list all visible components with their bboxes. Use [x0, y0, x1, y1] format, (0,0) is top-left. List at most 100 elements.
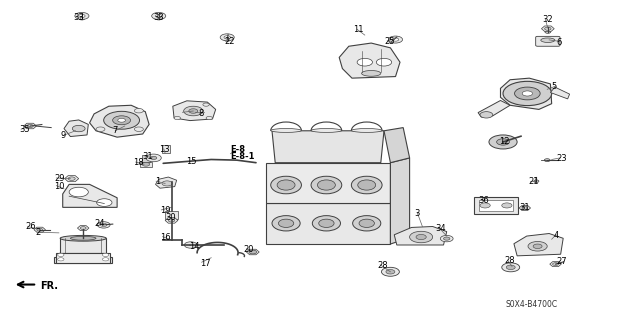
Circle shape: [150, 156, 157, 160]
Circle shape: [102, 258, 109, 261]
Polygon shape: [90, 105, 149, 137]
Polygon shape: [34, 227, 45, 232]
Bar: [162, 145, 170, 153]
Ellipse shape: [311, 129, 342, 132]
Text: 19: 19: [160, 206, 170, 215]
FancyBboxPatch shape: [536, 36, 560, 46]
Text: 28: 28: [378, 261, 388, 270]
Circle shape: [134, 108, 143, 113]
Text: 13: 13: [159, 145, 170, 154]
Circle shape: [56, 260, 61, 263]
Text: 10: 10: [54, 182, 65, 191]
Ellipse shape: [359, 219, 374, 227]
Text: 23: 23: [557, 154, 568, 163]
Circle shape: [28, 124, 34, 128]
Circle shape: [156, 17, 161, 20]
Bar: [479, 200, 513, 211]
Ellipse shape: [319, 219, 334, 227]
Circle shape: [162, 181, 172, 186]
Text: E-8: E-8: [230, 145, 245, 154]
Text: 27: 27: [557, 257, 568, 266]
Circle shape: [381, 267, 399, 276]
Circle shape: [113, 116, 131, 125]
Circle shape: [27, 124, 33, 128]
Text: 11: 11: [353, 25, 364, 34]
Text: 22: 22: [224, 37, 234, 46]
Circle shape: [410, 231, 433, 243]
Ellipse shape: [277, 180, 295, 190]
Circle shape: [97, 222, 110, 228]
Polygon shape: [60, 238, 106, 253]
Ellipse shape: [311, 176, 342, 194]
Text: 9: 9: [61, 131, 66, 140]
Circle shape: [102, 253, 109, 256]
Circle shape: [480, 112, 493, 118]
Circle shape: [189, 109, 198, 113]
Text: 4: 4: [554, 231, 559, 240]
Text: 20: 20: [243, 245, 253, 254]
Text: 25: 25: [384, 37, 394, 46]
Polygon shape: [500, 78, 552, 109]
Circle shape: [142, 162, 150, 166]
Polygon shape: [474, 197, 518, 214]
Circle shape: [545, 31, 550, 33]
Polygon shape: [541, 26, 554, 32]
Circle shape: [522, 91, 532, 96]
Bar: [142, 155, 150, 162]
Circle shape: [146, 154, 161, 162]
Ellipse shape: [351, 129, 382, 132]
Polygon shape: [272, 131, 384, 163]
Circle shape: [36, 228, 42, 231]
Circle shape: [101, 224, 106, 226]
Text: E-8-1: E-8-1: [230, 152, 255, 161]
Polygon shape: [64, 120, 88, 137]
Text: 34: 34: [435, 224, 446, 233]
Text: FR.: FR.: [40, 280, 58, 291]
Text: 36: 36: [479, 196, 490, 205]
Text: 26: 26: [26, 222, 36, 231]
Circle shape: [250, 250, 256, 254]
Circle shape: [104, 111, 140, 129]
Ellipse shape: [60, 250, 106, 256]
Circle shape: [174, 116, 180, 120]
Ellipse shape: [351, 176, 382, 194]
Text: 17: 17: [200, 259, 211, 268]
Circle shape: [100, 223, 107, 226]
Circle shape: [506, 265, 515, 270]
Ellipse shape: [358, 180, 376, 190]
Circle shape: [75, 12, 89, 19]
Bar: [140, 162, 152, 167]
Ellipse shape: [70, 236, 96, 240]
Polygon shape: [77, 226, 89, 231]
Text: 31: 31: [142, 152, 153, 161]
Polygon shape: [266, 203, 390, 244]
Circle shape: [444, 237, 450, 240]
Polygon shape: [65, 175, 79, 182]
Text: 31: 31: [520, 204, 531, 212]
Ellipse shape: [541, 38, 555, 42]
Circle shape: [105, 257, 110, 260]
Circle shape: [545, 27, 551, 30]
Text: 28: 28: [504, 256, 515, 265]
Polygon shape: [384, 128, 410, 163]
Circle shape: [515, 87, 540, 100]
Circle shape: [56, 257, 61, 260]
Polygon shape: [519, 205, 531, 211]
Circle shape: [134, 127, 143, 131]
Circle shape: [105, 260, 110, 263]
Text: S0X4-B4700C: S0X4-B4700C: [506, 300, 557, 309]
Circle shape: [376, 58, 392, 66]
Bar: [54, 257, 112, 263]
Circle shape: [58, 253, 64, 256]
Text: 30: 30: [165, 213, 176, 222]
Ellipse shape: [317, 180, 335, 190]
Circle shape: [184, 242, 197, 248]
Polygon shape: [56, 253, 110, 263]
Text: 2: 2: [35, 228, 40, 237]
Polygon shape: [173, 101, 216, 121]
Ellipse shape: [362, 70, 381, 76]
Ellipse shape: [271, 129, 301, 132]
Text: 32: 32: [543, 15, 554, 24]
Circle shape: [72, 125, 85, 132]
Polygon shape: [339, 43, 400, 78]
